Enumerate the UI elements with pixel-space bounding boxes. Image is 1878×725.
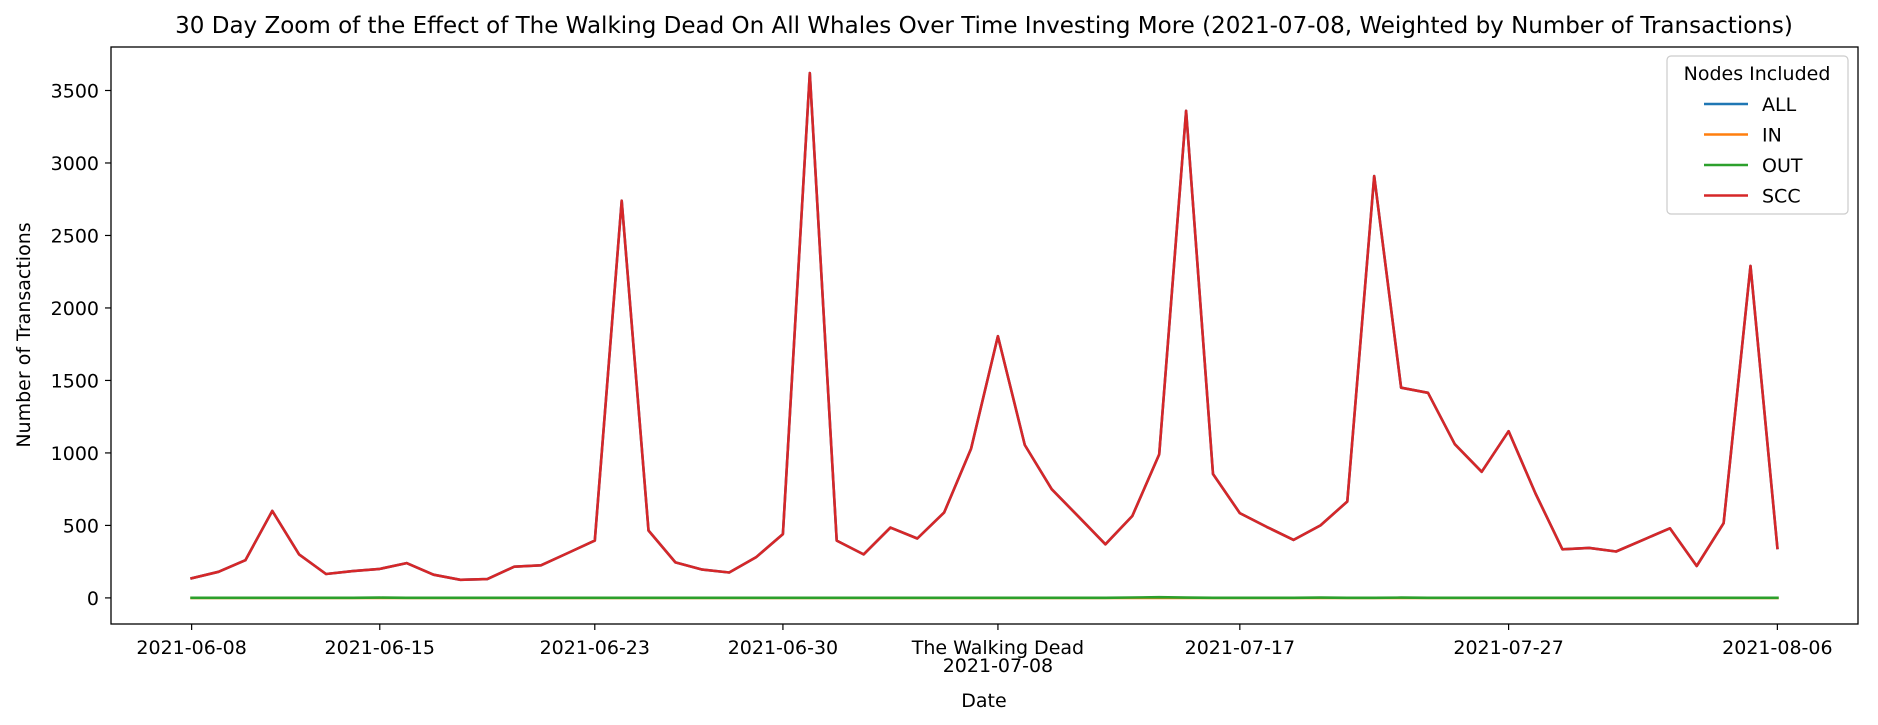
y-tick-label: 1500	[51, 370, 99, 392]
y-tick-label: 3000	[51, 153, 99, 175]
x-axis: 2021-06-08 2021-06-15 2021-06-23 2021-06-30…	[136, 624, 1833, 677]
legend-title: Nodes Included	[1684, 63, 1831, 85]
x-tick-label: 2021-08-06	[1722, 637, 1832, 659]
y-tick-label: 3500	[51, 80, 99, 102]
legend-label-all: ALL	[1762, 94, 1797, 116]
y-axis: 0 500 1000 1500 2000 2500 3000 3500	[51, 80, 111, 610]
event-label: The Walking Dead	[911, 637, 1084, 659]
legend-label-in: IN	[1762, 125, 1782, 147]
legend-items: ALL IN OUT SCC	[1704, 94, 1803, 208]
chart-title: 30 Day Zoom of the Effect of The Walking…	[175, 13, 1793, 39]
x-tick-label: 2021-07-17	[1185, 637, 1295, 659]
legend-box	[1666, 55, 1849, 215]
y-tick-label: 2000	[51, 298, 99, 320]
x-tick-label: 2021-07-27	[1453, 637, 1563, 659]
y-tick-label: 0	[87, 588, 99, 610]
y-axis-label: Number of Transactions	[13, 222, 35, 447]
series-line-scc	[190, 71, 1779, 582]
legend-label-out: OUT	[1762, 155, 1803, 177]
x-tick-label: 2021-07-08	[943, 655, 1053, 677]
y-tick-label: 1000	[51, 443, 99, 465]
legend-label-scc: SCC	[1762, 186, 1801, 208]
y-tick-label: 2500	[51, 225, 99, 247]
y-tick-label: 500	[63, 515, 99, 537]
plot-frame	[110, 46, 1859, 625]
series-layer	[190, 71, 1779, 600]
x-tick-label: 2021-06-15	[325, 637, 435, 659]
series-line-out	[190, 595, 1779, 600]
legend: Nodes Included ALL IN OUT SCC	[1666, 55, 1849, 215]
x-axis-label: Date	[961, 690, 1006, 712]
x-tick-label: 2021-06-23	[540, 637, 650, 659]
x-tick-label: 2021-06-08	[136, 637, 246, 659]
x-tick-label: 2021-06-30	[728, 637, 838, 659]
